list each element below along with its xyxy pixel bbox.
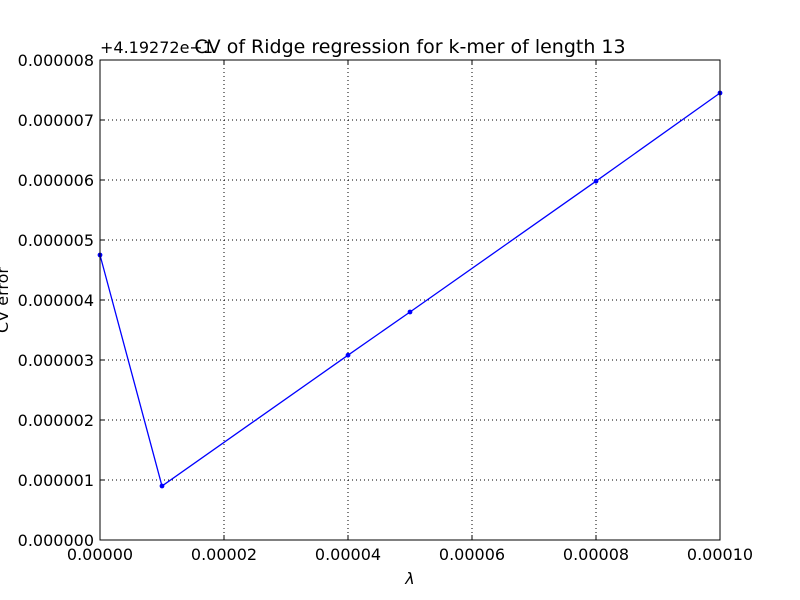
y-axis-label: CV error xyxy=(0,267,12,333)
grid xyxy=(100,60,720,540)
x-tick-label: 0.00000 xyxy=(67,545,133,564)
y-tick-label: 0.000000 xyxy=(18,531,94,550)
x-tick-label: 0.00006 xyxy=(439,545,505,564)
series-line xyxy=(99,92,721,488)
x-tick-label: 0.00002 xyxy=(191,545,257,564)
x-tick-label: 0.00004 xyxy=(315,545,381,564)
y-tick-label: 0.000004 xyxy=(18,291,94,310)
series-line-group xyxy=(97,90,723,489)
data-point xyxy=(159,483,165,489)
x-tick-label: 0.00008 xyxy=(563,545,629,564)
y-tick-label: 0.000006 xyxy=(18,171,94,190)
ticks: 0.00000 0.00002 0.00004 0.00006 0.00008 0.000… xyxy=(18,51,753,564)
x-tick-label: 0.00010 xyxy=(687,545,753,564)
chart-title: CV of Ridge regression for k-mer of leng… xyxy=(194,36,625,58)
y-tick-label: 0.000008 xyxy=(18,51,94,70)
data-point xyxy=(407,309,413,315)
y-tick-label: 0.000003 xyxy=(18,351,94,370)
data-point xyxy=(345,352,351,358)
y-offset-label: +4.19272e−1 xyxy=(100,38,213,57)
y-tick-label: 0.000007 xyxy=(18,111,94,130)
data-point xyxy=(593,178,599,184)
y-tick-label: 0.000002 xyxy=(18,411,94,430)
y-tick-label: 0.000001 xyxy=(18,471,94,490)
y-tick-label: 0.000005 xyxy=(18,231,94,250)
x-axis-label: λ xyxy=(404,569,414,588)
